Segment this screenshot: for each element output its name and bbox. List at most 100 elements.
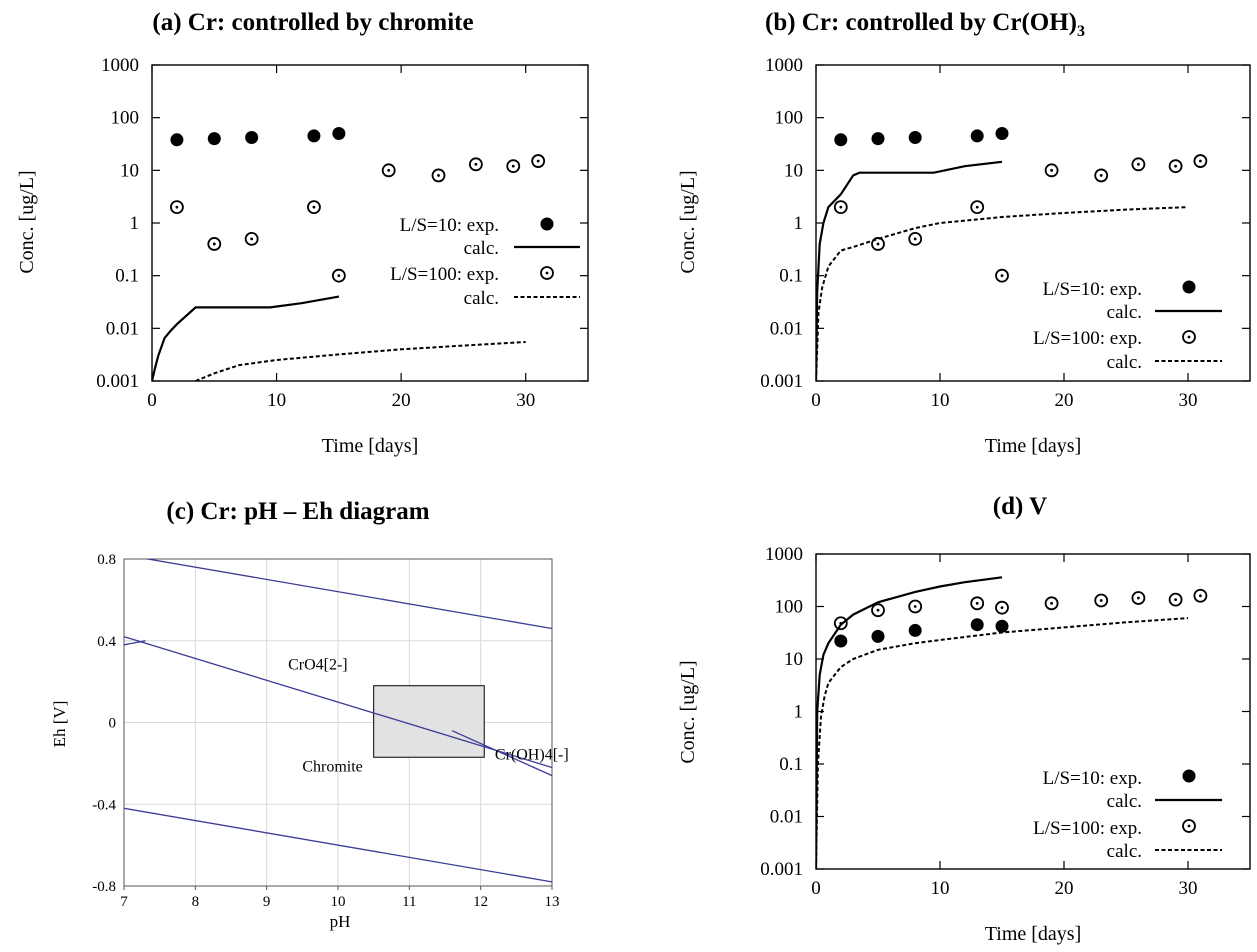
y-tick-label: 0.001: [760, 859, 803, 880]
y-tick-label: 1: [130, 213, 140, 234]
panel-c-xlabel: pH: [330, 912, 351, 931]
data-point-exp100-ring: [908, 599, 923, 614]
legend-marker-exp100-dot: [1187, 824, 1191, 828]
data-point-exp100-dot: [1137, 162, 1140, 166]
legend-marker-exp100-dot: [545, 271, 549, 275]
legend-marker-exp100-ring: [1182, 819, 1196, 833]
data-point-exp100: [1168, 592, 1183, 607]
data-point-exp100-ring: [1168, 159, 1183, 174]
data-point-exp100: [307, 200, 321, 215]
boundary-line: [124, 640, 146, 646]
data-point-exp100: [381, 163, 396, 178]
panel-b-chart: (b) Cr: controlled by Cr(OH)3 Conc. [ug/…: [677, 9, 1251, 457]
panel-a-ylabel: Conc. [ug/L]: [16, 170, 38, 273]
y-tick-label: 10: [784, 649, 803, 670]
data-point-exp10: [970, 618, 984, 632]
data-point-exp100-dot: [1174, 598, 1177, 602]
y-tick-label: 0.1: [779, 266, 803, 287]
data-point-exp10: [871, 132, 885, 146]
data-point-exp100-dot: [876, 608, 880, 612]
data-point-exp100: [970, 596, 985, 611]
series-line-calc100: [195, 341, 526, 381]
data-point-exp100: [1094, 168, 1109, 183]
data-point-exp100: [908, 231, 923, 246]
data-point-exp100-ring: [833, 200, 848, 215]
data-point-exp100-dot: [175, 205, 179, 209]
data-point-exp100-ring: [531, 154, 546, 168]
data-point-exp100: [1044, 596, 1059, 611]
data-point-exp100: [170, 200, 184, 215]
data-point-exp100-dot: [1050, 601, 1053, 605]
data-point-exp100-ring: [908, 231, 923, 246]
data-point-exp10: [908, 131, 922, 145]
data-point-exp100-ring: [970, 200, 985, 215]
panel-d-chart: (d) V Conc. [ug/L] Time [days] L/S=10: e…: [677, 493, 1251, 945]
data-point-exp100-ring: [468, 157, 483, 172]
data-point-exp100-dot: [387, 168, 391, 172]
panel-d-title: (d) V: [993, 493, 1047, 520]
data-point-exp100: [431, 168, 446, 183]
y-tick-label: 100: [111, 108, 140, 129]
panel-a-title: (a) Cr: controlled by chromite: [152, 9, 473, 36]
x-tick-label: 11: [402, 894, 416, 910]
data-point-exp10: [970, 129, 984, 143]
data-point-exp100: [1193, 588, 1208, 603]
panel-d-legend: L/S=10: exp. calc. L/S=100: exp. calc.: [1033, 768, 1142, 862]
data-point-exp100-ring: [1094, 593, 1109, 608]
panel-c-title: (c) Cr: pH – Eh diagram: [166, 498, 429, 525]
legend-label-calc10: calc.: [1107, 302, 1142, 323]
data-point-exp100-ring: [506, 159, 521, 174]
data-point-exp100: [1131, 591, 1146, 605]
data-point-exp100-dot: [212, 242, 216, 246]
measured-range-box: [373, 685, 485, 758]
x-tick-label: 30: [1179, 390, 1198, 411]
x-tick-label: 10: [931, 390, 950, 411]
x-tick-label: 30: [516, 390, 535, 411]
x-tick-label: 30: [1179, 878, 1198, 899]
y-tick-label: 0.1: [779, 754, 803, 775]
data-point-exp100-dot: [913, 237, 917, 241]
data-point-exp100: [995, 600, 1009, 615]
legend-marker-exp100: [1182, 330, 1196, 344]
data-point-exp100-dot: [1199, 159, 1202, 163]
data-point-exp100-dot: [975, 205, 979, 209]
panel-a-xlabel: Time [days]: [322, 435, 418, 457]
legend-label-exp100: L/S=100: exp.: [390, 264, 499, 285]
x-tick-label: 20: [1055, 878, 1074, 899]
y-tick-label: 0.8: [97, 552, 116, 568]
series-line-calc10: [816, 576, 1003, 869]
panel-b-xlabel: Time [days]: [985, 435, 1081, 457]
panel-d-ylabel: Conc. [ug/L]: [677, 660, 699, 763]
data-point-exp100-ring: [1131, 591, 1146, 605]
panel-b-title-main: (b) Cr: controlled by Cr(OH): [765, 9, 1077, 36]
legend-label-exp10: L/S=10: exp.: [1043, 279, 1142, 300]
data-point-exp10: [207, 132, 221, 146]
region-label: Chromite: [302, 759, 362, 776]
y-tick-label: 0.01: [770, 807, 803, 828]
data-point-exp100: [331, 268, 346, 283]
x-tick-label: 10: [331, 894, 346, 910]
y-tick-label: 10: [784, 160, 803, 181]
data-point-exp100-ring: [871, 237, 885, 251]
legend-marker-exp10: [540, 217, 554, 231]
legend-marker-exp10: [1182, 280, 1196, 294]
data-point-exp100-ring: [1193, 588, 1208, 603]
panel-d-xlabel: Time [days]: [985, 923, 1081, 945]
data-point-exp100: [908, 599, 923, 614]
data-point-exp100-dot: [1099, 174, 1103, 177]
data-point-exp100-dot: [1137, 596, 1140, 600]
y-tick-label: 10: [120, 160, 139, 181]
data-point-exp100-ring: [871, 603, 885, 618]
data-point-exp100-ring: [995, 268, 1009, 283]
legend-marker-exp100-dot: [1187, 335, 1191, 339]
region-label: CrO4[2-]: [288, 656, 348, 673]
data-point-exp100-ring: [970, 596, 985, 611]
boundary-line: [124, 636, 552, 769]
x-tick-label: 12: [473, 894, 488, 910]
legend-label-exp10: L/S=10: exp.: [1043, 768, 1142, 789]
data-point-exp100-ring: [1168, 592, 1183, 607]
y-tick-label: -0.4: [92, 797, 116, 813]
legend-label-calc10: calc.: [1107, 791, 1142, 812]
legend-marker-exp100: [540, 266, 554, 280]
data-point-exp100-ring: [207, 237, 222, 251]
